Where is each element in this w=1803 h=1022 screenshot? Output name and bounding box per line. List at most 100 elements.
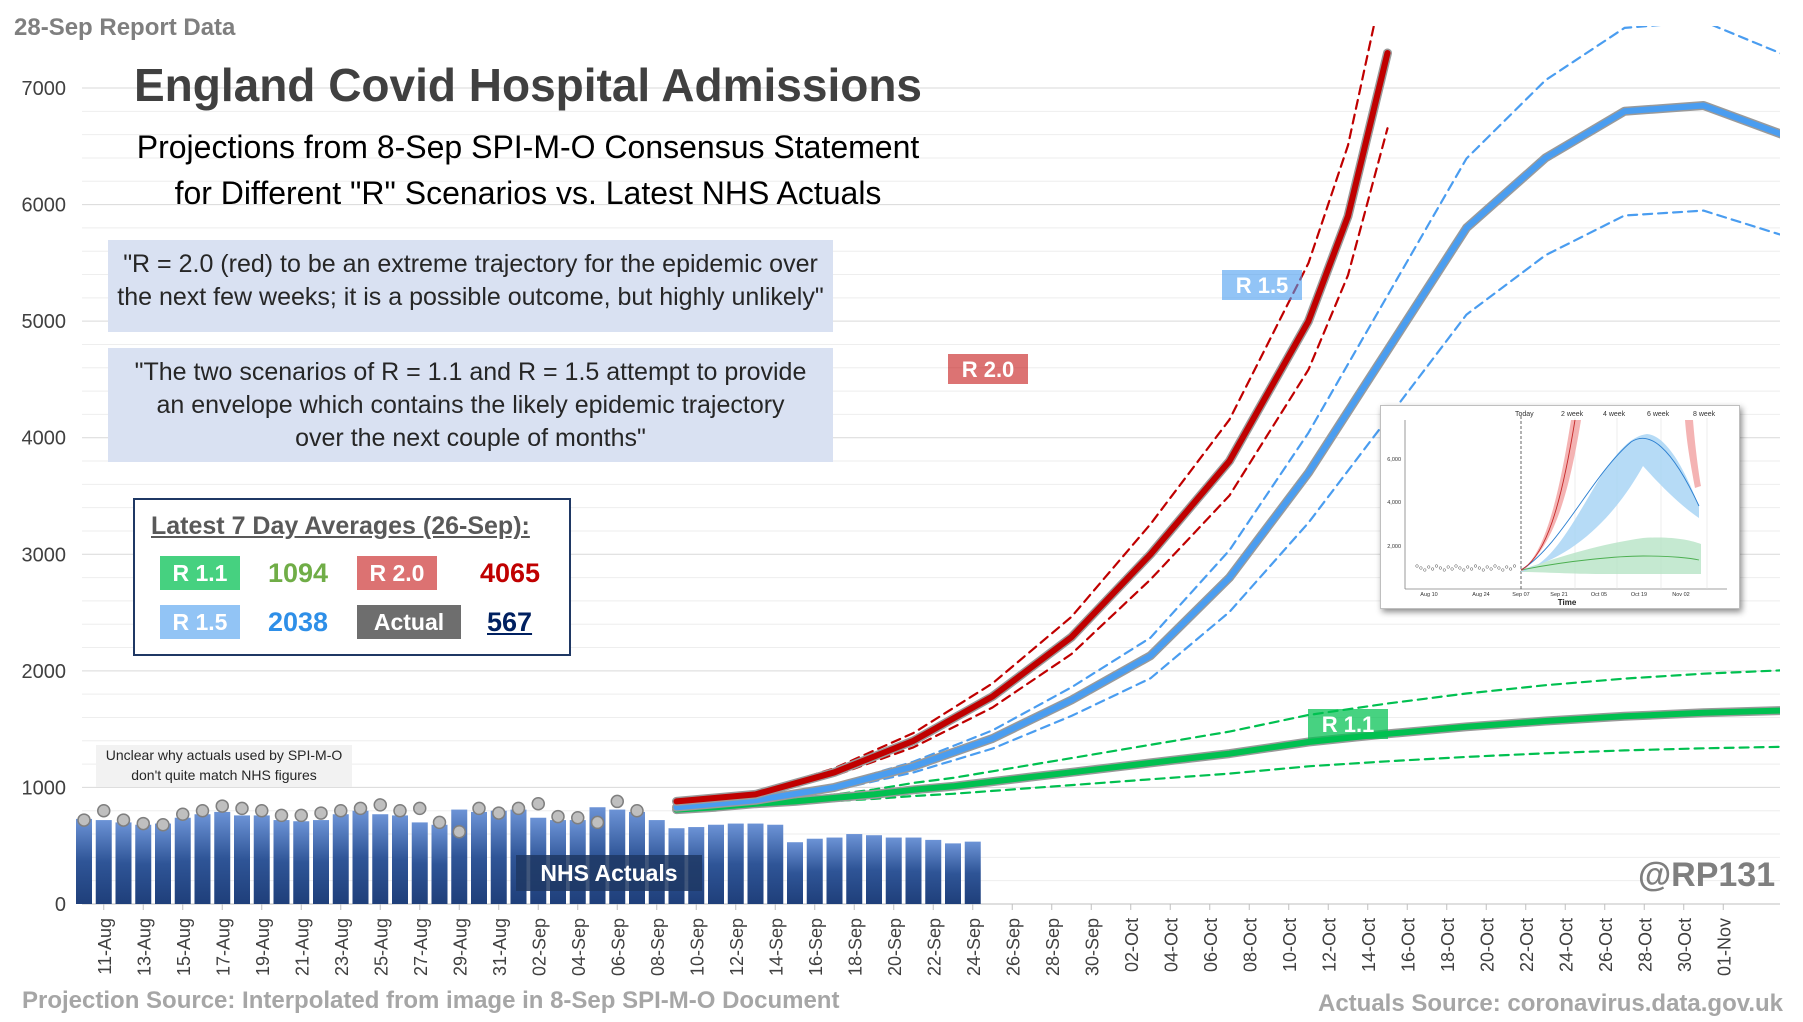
spimo-actual-point xyxy=(531,796,545,811)
y-tick-label: 5000 xyxy=(22,311,67,333)
inset-r11-band xyxy=(1521,537,1701,574)
x-tick-label: 17-Aug xyxy=(213,918,233,976)
r11-series-label-bg xyxy=(1308,709,1388,739)
inset-r20-band xyxy=(1521,420,1581,571)
x-tick-label: 16-Sep xyxy=(806,918,826,976)
inset-actual-point xyxy=(1438,566,1442,570)
r20-series-label-bg xyxy=(948,354,1028,384)
x-tick-label: 31-Aug xyxy=(490,918,510,976)
x-tick-label: 21-Aug xyxy=(292,918,312,976)
x-tick-label: 04-Oct xyxy=(1161,918,1181,972)
actual-bar xyxy=(253,815,270,904)
actual-bar xyxy=(826,837,843,904)
inset-x-title: Time xyxy=(1558,598,1577,607)
inset-actual-point xyxy=(1442,568,1446,572)
chart-subtitle: Projections from 8-Sep SPI-M-O Consensus… xyxy=(108,124,948,216)
spimo-actual-point xyxy=(571,810,585,825)
x-tick-label: 24-Oct xyxy=(1556,918,1576,972)
spimo-actual-point xyxy=(274,808,289,823)
y-tick-label: 2000 xyxy=(22,661,67,683)
x-tick-label: 27-Aug xyxy=(411,918,431,976)
x-tick-label: 02-Oct xyxy=(1122,918,1142,972)
quote-envelope-line-3: over the next couple of months" xyxy=(295,424,646,452)
y-tick-label: 1000 xyxy=(22,777,67,799)
spimo-actual-point xyxy=(294,808,308,823)
legend-r15-badge: R 1.5 xyxy=(160,605,240,639)
legend-r20-badge: R 2.0 xyxy=(357,556,437,590)
r15-lower-bound xyxy=(675,209,1780,809)
inset-actual-point xyxy=(1512,564,1517,568)
spimo-actual-point xyxy=(314,806,328,820)
x-tick-label: 24-Sep xyxy=(964,918,984,976)
quote-envelope-box: "The two scenarios of R = 1.1 and R = 1.… xyxy=(108,348,833,462)
spimo-actual-point xyxy=(353,801,368,816)
x-tick-label: 29-Aug xyxy=(450,918,470,976)
quote-r20-line-1: "R = 2.0 (red) to be an extreme trajecto… xyxy=(123,250,818,278)
inset-actual-point xyxy=(1489,567,1493,571)
spimo-actual-point xyxy=(630,803,644,818)
note-line-1: Unclear why actuals used by SPI-M-O xyxy=(105,747,343,763)
actual-bar xyxy=(787,842,803,904)
spimo-actual-point xyxy=(610,794,624,809)
spimo-actual-point xyxy=(413,801,427,816)
inset-actual-point xyxy=(1415,564,1419,568)
x-tick-label: 08-Sep xyxy=(648,918,668,976)
note-line-2: don't quite match NHS figures xyxy=(131,767,317,783)
y-tick-label: 7000 xyxy=(22,78,67,100)
actual-bar xyxy=(471,811,487,904)
x-tick-label: 22-Oct xyxy=(1517,918,1537,972)
y-tick-label: 4000 xyxy=(22,428,67,450)
inset-header-label: 2 week xyxy=(1561,411,1584,418)
actual-bar xyxy=(76,818,92,904)
x-tick-label: 30-Sep xyxy=(1082,918,1102,976)
y-tick-label: 6000 xyxy=(22,195,67,217)
spimo-actual-point xyxy=(551,809,565,824)
inset-actual-point xyxy=(1431,567,1435,571)
actual-bar xyxy=(431,824,448,904)
r15-series-label: R 1.5 xyxy=(1236,273,1289,298)
x-tick-label: 12-Oct xyxy=(1319,918,1339,972)
inset-actual-point xyxy=(1450,567,1454,571)
x-tick-label: 28-Oct xyxy=(1635,918,1655,972)
spimo-actual-point xyxy=(97,803,111,818)
actual-bar xyxy=(372,814,389,904)
x-tick-label: 12-Sep xyxy=(727,918,747,976)
actuals-note: Unclear why actuals used by SPI-M-O don'… xyxy=(96,745,352,787)
x-tick-label: 01-Nov xyxy=(1714,918,1734,976)
inset-actual-point xyxy=(1505,565,1509,569)
x-tick-label: 22-Sep xyxy=(924,918,944,976)
inset-actual-point xyxy=(1501,568,1505,572)
inset-actual-point xyxy=(1462,568,1466,572)
inset-actual-point xyxy=(1485,565,1489,569)
inset-x-tick: Oct 19 xyxy=(1631,592,1647,598)
legend-actual-badge: Actual xyxy=(357,605,461,639)
spimo-actual-point xyxy=(176,807,190,821)
legend-actual-value: 567 xyxy=(487,607,533,637)
inset-actual-point xyxy=(1419,566,1423,570)
inset-r20-line xyxy=(1520,419,1576,571)
spimo-actual-point xyxy=(472,801,486,816)
spimo-actual-point xyxy=(432,815,447,830)
inset-r15-line xyxy=(1520,437,1700,571)
actual-bar xyxy=(273,820,290,904)
r15-line xyxy=(673,102,1780,811)
x-tick-label: 23-Aug xyxy=(332,918,352,976)
quote-r20-line-2: the next few weeks; it is a possible out… xyxy=(117,283,824,311)
actual-bar xyxy=(352,810,369,904)
spimo-actual-point xyxy=(334,803,348,818)
inset-actual-point xyxy=(1454,564,1458,568)
x-tick-label: 19-Aug xyxy=(253,918,273,976)
inset-actual-point xyxy=(1470,567,1474,571)
inset-actual-point xyxy=(1427,565,1431,569)
x-tick-label: 13-Aug xyxy=(134,918,154,976)
inset-chart-svg: Today 2 week 4 week 6 week 8 week 6,000 4,000 2… xyxy=(1387,411,1727,607)
x-tick-label: 20-Oct xyxy=(1477,918,1497,972)
chart-title: England Covid Hospital Admissions xyxy=(133,59,923,111)
x-tick-label: 25-Aug xyxy=(371,918,391,976)
inset-r20-late-band xyxy=(1685,420,1701,488)
inset-x-tick: Aug 24 xyxy=(1472,592,1489,598)
inset-y-tick: 2,000 xyxy=(1387,544,1401,550)
actual-bar xyxy=(885,837,902,904)
